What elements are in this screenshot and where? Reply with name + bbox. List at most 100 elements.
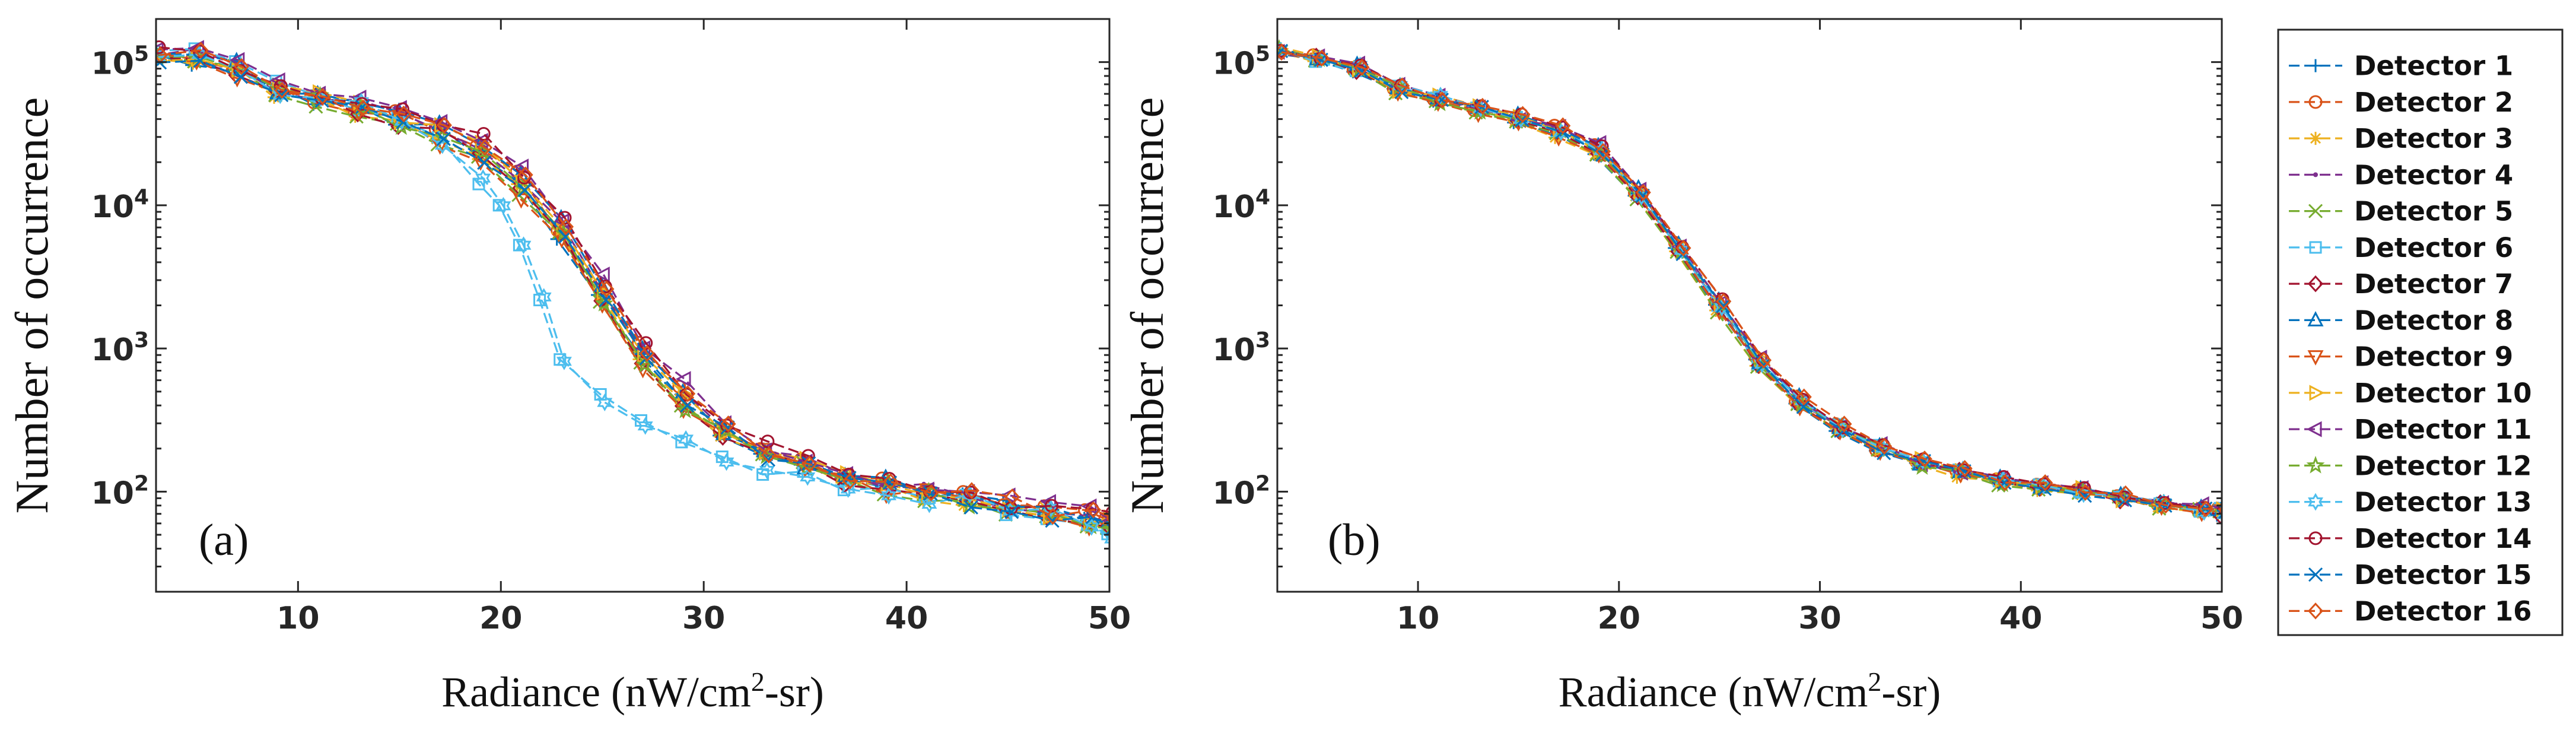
y-tick-label: 104 bbox=[91, 185, 149, 225]
x-tick-label: 20 bbox=[479, 601, 522, 636]
series-detector-9 bbox=[1277, 45, 2222, 522]
legend-marker bbox=[2309, 132, 2322, 145]
series-line bbox=[1277, 45, 2222, 510]
data-point bbox=[1394, 77, 1410, 94]
data-point bbox=[273, 79, 288, 93]
series-group bbox=[156, 40, 1109, 544]
series-line bbox=[1277, 46, 2222, 511]
series-detector-5 bbox=[156, 47, 1109, 535]
legend-label: Detector 14 bbox=[2354, 523, 2532, 554]
y-tick-label: 105 bbox=[91, 42, 149, 82]
data-point bbox=[556, 352, 572, 370]
data-point bbox=[963, 500, 978, 515]
series-line bbox=[1277, 52, 2219, 512]
data-point bbox=[2198, 500, 2214, 518]
legend-marker bbox=[2307, 602, 2324, 620]
data-point bbox=[923, 484, 939, 502]
series-line bbox=[158, 53, 1109, 539]
data-point bbox=[475, 169, 491, 188]
legend-label: Detector 16 bbox=[2354, 595, 2532, 627]
series-detector-8 bbox=[1277, 39, 2222, 516]
data-point bbox=[1877, 437, 1893, 455]
series-detector-3 bbox=[1277, 45, 2222, 520]
data-point bbox=[1997, 474, 2013, 491]
data-point bbox=[921, 495, 937, 513]
data-point bbox=[680, 398, 695, 413]
data-point bbox=[430, 132, 443, 146]
series-line bbox=[156, 53, 1105, 521]
series-detector-2 bbox=[156, 47, 1109, 526]
y-tick-label: 103 bbox=[1213, 328, 1270, 368]
data-point bbox=[761, 446, 777, 464]
series-line bbox=[156, 52, 1109, 522]
data-point bbox=[436, 131, 451, 147]
legend-marker bbox=[2308, 567, 2323, 582]
y-axis-label: Number of occurrence bbox=[1121, 97, 1173, 514]
axes-box bbox=[1276, 18, 2223, 593]
legend-marker bbox=[2309, 59, 2322, 72]
data-point bbox=[1433, 86, 1448, 104]
data-point bbox=[395, 102, 409, 116]
legend-entry: Detector 3 bbox=[2289, 123, 2513, 154]
data-point bbox=[639, 351, 654, 366]
panel-label: (b) bbox=[1328, 515, 1381, 565]
data-point bbox=[639, 345, 655, 362]
legend-entry: Detector 13 bbox=[2289, 487, 2532, 518]
legend-marker bbox=[2309, 241, 2322, 254]
series-line bbox=[1280, 50, 2222, 512]
series-line bbox=[158, 46, 1109, 513]
data-point bbox=[513, 158, 529, 175]
data-point bbox=[675, 371, 691, 388]
series-detector-3 bbox=[156, 53, 1109, 534]
data-point bbox=[2158, 497, 2174, 514]
series-detector-1 bbox=[156, 52, 1109, 527]
series-line bbox=[156, 56, 1109, 528]
x-axis-label: Radiance (nW/cm2-sr) bbox=[1559, 667, 1941, 716]
series-line bbox=[160, 59, 1109, 527]
data-point bbox=[476, 127, 491, 141]
series-line bbox=[1277, 50, 2218, 515]
panel-b: 10 20 30 40 50 102 103 104 105 Number of occurren… bbox=[1121, 18, 2243, 716]
data-point bbox=[883, 473, 899, 490]
data-point bbox=[842, 472, 858, 490]
series-line bbox=[1277, 50, 2222, 515]
y-tick-label: 105 bbox=[1213, 42, 1270, 82]
legend-entry: Detector 10 bbox=[2289, 377, 2532, 409]
series-detector-11 bbox=[1277, 43, 2222, 513]
data-point bbox=[1515, 106, 1531, 123]
data-point bbox=[1085, 501, 1102, 519]
data-point bbox=[2117, 485, 2133, 503]
legend-marker bbox=[2307, 275, 2324, 293]
data-point bbox=[513, 239, 526, 252]
series-detector-6 bbox=[156, 42, 1109, 541]
legend-marker bbox=[2313, 172, 2318, 177]
data-point bbox=[680, 385, 696, 402]
series-group bbox=[1277, 39, 2222, 525]
legend-label: Detector 4 bbox=[2354, 159, 2513, 191]
data-point bbox=[678, 430, 694, 448]
legend-entry: Detector 11 bbox=[2289, 414, 2532, 445]
panel-a: 10 20 30 40 50 102 103 104 105 Number of occurren… bbox=[6, 18, 1131, 716]
series-line bbox=[1277, 52, 2221, 517]
series-detector-13 bbox=[1277, 42, 2222, 521]
data-point bbox=[477, 155, 492, 170]
data-point bbox=[193, 42, 209, 59]
legend-entry: Detector 2 bbox=[2289, 87, 2513, 118]
series-line bbox=[1280, 50, 2222, 510]
series-detector-15 bbox=[156, 53, 1109, 535]
series-detector-7 bbox=[1277, 45, 2222, 525]
y-tick-label: 104 bbox=[1213, 185, 1270, 225]
series-line bbox=[156, 52, 1106, 520]
legend-marker bbox=[2307, 311, 2324, 326]
legend-marker bbox=[2308, 95, 2323, 109]
data-point bbox=[1083, 518, 1099, 536]
data-point bbox=[635, 363, 651, 379]
series-line bbox=[156, 53, 1108, 529]
series-detector-7 bbox=[156, 50, 1109, 535]
series-detector-2 bbox=[1277, 45, 2222, 517]
x-tick-label: 10 bbox=[276, 601, 319, 636]
y-axis-label: Number of occurrence bbox=[6, 97, 58, 514]
legend-label: Detector 13 bbox=[2354, 487, 2532, 518]
data-point bbox=[840, 480, 856, 498]
